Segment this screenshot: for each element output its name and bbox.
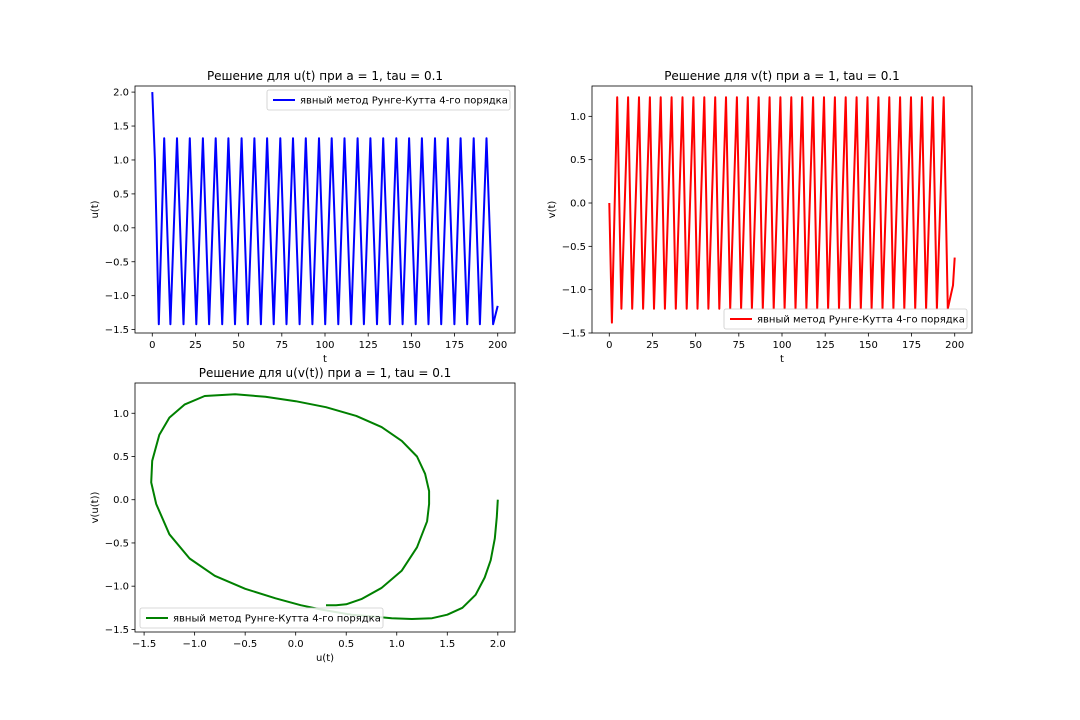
x-tick-label: 125 [816,340,835,351]
y-tick-label: 1.0 [570,112,586,123]
x-tick-label: 0 [606,340,612,351]
x-tick-label: 125 [359,340,378,351]
legend-label: явный метод Рунге-Кутта 4-го порядка [173,614,381,625]
x-tick-label: 150 [402,340,421,351]
legend: явный метод Рунге-Кутта 4-го порядка [266,89,511,111]
y-tick-label: 0.5 [570,155,586,166]
y-tick-label: −1.0 [562,285,586,296]
chart-title: Решение для v(t) при a = 1, tau = 0.1 [664,69,900,83]
x-tick-label: −0.5 [233,639,257,650]
chart-title: Решение для u(t) при a = 1, tau = 0.1 [207,69,443,83]
chart-title: Решение для u(v(t)) при a = 1, tau = 0.1 [199,366,452,380]
x-tick-label: 1.0 [389,639,405,650]
y-axis-label: v(u(t)) [90,492,101,524]
x-tick-label: 175 [902,340,921,351]
legend-label: явный метод Рунге-Кутта 4-го порядка [757,315,965,326]
y-tick-label: 2.0 [113,88,129,99]
plot-area [134,382,516,633]
chart-v-of-t: 0 25 50 75 100 125 150 175 200 −1.5 −1.0 −0.5 0.0 0.5… [547,69,973,365]
legend-box [266,89,511,111]
x-tick-label: 50 [232,340,245,351]
x-tick-label: 100 [772,340,791,351]
x-tick-label: 200 [488,340,507,351]
x-tick-label: −1.5 [132,639,156,650]
legend-label: явный метод Рунге-Кутта 4-го порядка [300,96,508,107]
y-tick-label: −1.0 [105,582,129,593]
legend-box [139,607,384,629]
y-tick-label: −1.0 [105,291,129,302]
series-line [150,393,499,620]
x-tick-label: 75 [275,340,288,351]
x-axis-label: t [780,354,784,365]
legend: явный метод Рунге-Кутта 4-го порядка [723,308,968,330]
y-tick-label: −0.5 [562,242,586,253]
x-tick-label: 25 [646,340,659,351]
y-tick-label: 0.0 [570,199,586,210]
y-tick-label: 0.0 [113,223,129,234]
x-tick-label: 1.5 [439,639,455,650]
series-line [151,92,499,326]
y-tick-label: 0.5 [113,452,129,463]
x-axis-label: u(t) [316,653,334,664]
y-tick-label: 0.0 [113,495,129,506]
x-tick-label: 0.5 [338,639,354,650]
y-tick-label: 1.5 [113,122,129,133]
x-tick-label: 0 [149,340,155,351]
x-tick-label: 2.0 [490,639,506,650]
y-tick-label: −1.5 [105,325,129,336]
legend-box [723,308,968,330]
x-tick-label: 0.0 [288,639,304,650]
x-tick-label: 25 [189,340,202,351]
x-tick-label: −1.0 [182,639,206,650]
y-tick-label: −1.5 [105,625,129,636]
x-tick-label: 75 [732,340,745,351]
x-tick-label: 100 [315,340,334,351]
x-tick-label: 200 [945,340,964,351]
y-axis-label: v(t) [547,201,558,219]
legend: явный метод Рунге-Кутта 4-го порядка [139,607,384,629]
x-tick-label: 175 [445,340,464,351]
y-tick-label: 0.5 [113,189,129,200]
y-axis-label: u(t) [90,200,101,218]
y-tick-label: −0.5 [105,257,129,268]
x-tick-label: 50 [689,340,702,351]
chart-phase-portrait: −1.5 −1.0 −0.5 0.0 0.5 1.0 1.5 2.0 −1.5 −1.0 −0.5 0… [90,366,516,664]
y-tick-label: −0.5 [105,538,129,549]
series-line [608,96,956,324]
x-tick-label: 150 [859,340,878,351]
y-tick-label: −1.5 [562,329,586,340]
chart-u-of-t: 0 25 50 75 100 125 150 175 200 −1.5 −1.0 −0.5 0.0 0.5… [90,69,516,365]
y-tick-label: 1.0 [113,409,129,420]
y-tick-label: 1.0 [113,155,129,166]
x-axis-label: t [323,354,327,365]
